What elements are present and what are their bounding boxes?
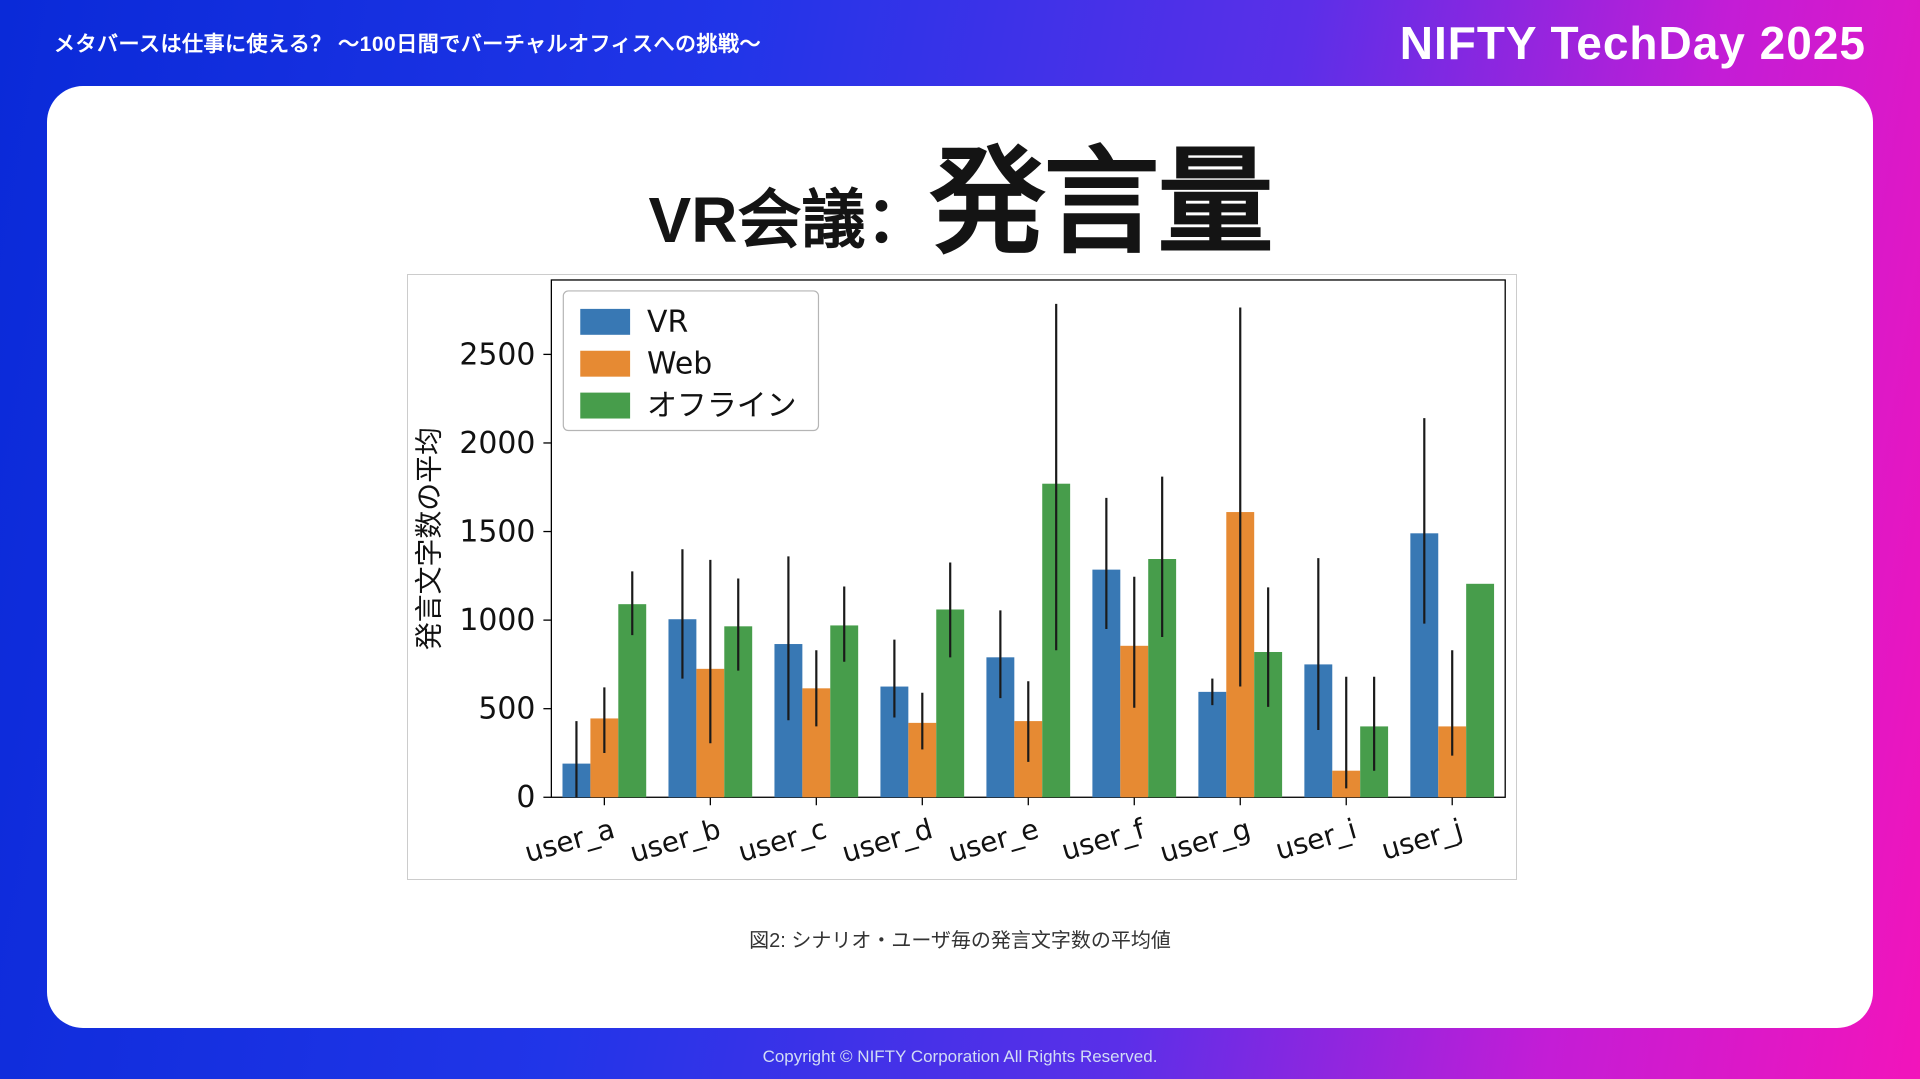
presentation-subtitle: メタバースは仕事に使える？ 〜100日間でバーチャルオフィスへの挑戦〜 xyxy=(54,33,762,56)
svg-text:user_g: user_g xyxy=(1156,812,1254,869)
nifty-techday-logo: NIFTY TechDay 2025 xyxy=(1399,17,1866,69)
svg-text:0: 0 xyxy=(516,780,535,815)
svg-text:user_i: user_i xyxy=(1272,812,1360,866)
svg-text:1000: 1000 xyxy=(459,603,535,638)
svg-text:user_b: user_b xyxy=(626,812,724,869)
slide-header: メタバースは仕事に使える？ 〜100日間でバーチャルオフィスへの挑戦〜 NIFT… xyxy=(0,0,1920,86)
svg-text:user_d: user_d xyxy=(838,812,936,869)
svg-text:2000: 2000 xyxy=(459,426,535,461)
slide-title-prefix: VR会議： xyxy=(648,184,930,256)
svg-text:1500: 1500 xyxy=(459,515,535,550)
bar-chart-figure: 0 500 1000 1500 2000 2500 発言文字数の平均 user_a user_b… xyxy=(407,274,1517,880)
svg-text:user_e: user_e xyxy=(945,812,1042,869)
svg-text:Web: Web xyxy=(647,347,712,382)
slide-title: VR会議：発言量 xyxy=(47,144,1873,260)
svg-text:VR: VR xyxy=(647,305,688,340)
bar-chart: 0 500 1000 1500 2000 2500 発言文字数の平均 user_a user_b… xyxy=(413,279,1506,869)
svg-text:user_a: user_a xyxy=(521,812,618,869)
svg-text:2500: 2500 xyxy=(459,337,535,372)
svg-text:500: 500 xyxy=(478,692,535,727)
svg-text:user_j: user_j xyxy=(1378,812,1466,866)
content-card: VR会議：発言量 0 500 1000 1500 2000 2500 発言文字数の平均 use… xyxy=(47,86,1873,1028)
svg-text:user_c: user_c xyxy=(734,812,830,869)
slide-title-main: 発言量 xyxy=(929,137,1273,267)
svg-text:発言文字数の平均: 発言文字数の平均 xyxy=(413,427,446,650)
svg-text:オフライン: オフライン xyxy=(647,389,796,424)
figure-caption: 図2: シナリオ・ユーザ毎の発言文字数の平均値 xyxy=(749,930,1171,952)
copyright-footer: Copyright © NIFTY Corporation All Rights… xyxy=(762,1047,1158,1066)
svg-text:user_f: user_f xyxy=(1058,812,1150,867)
